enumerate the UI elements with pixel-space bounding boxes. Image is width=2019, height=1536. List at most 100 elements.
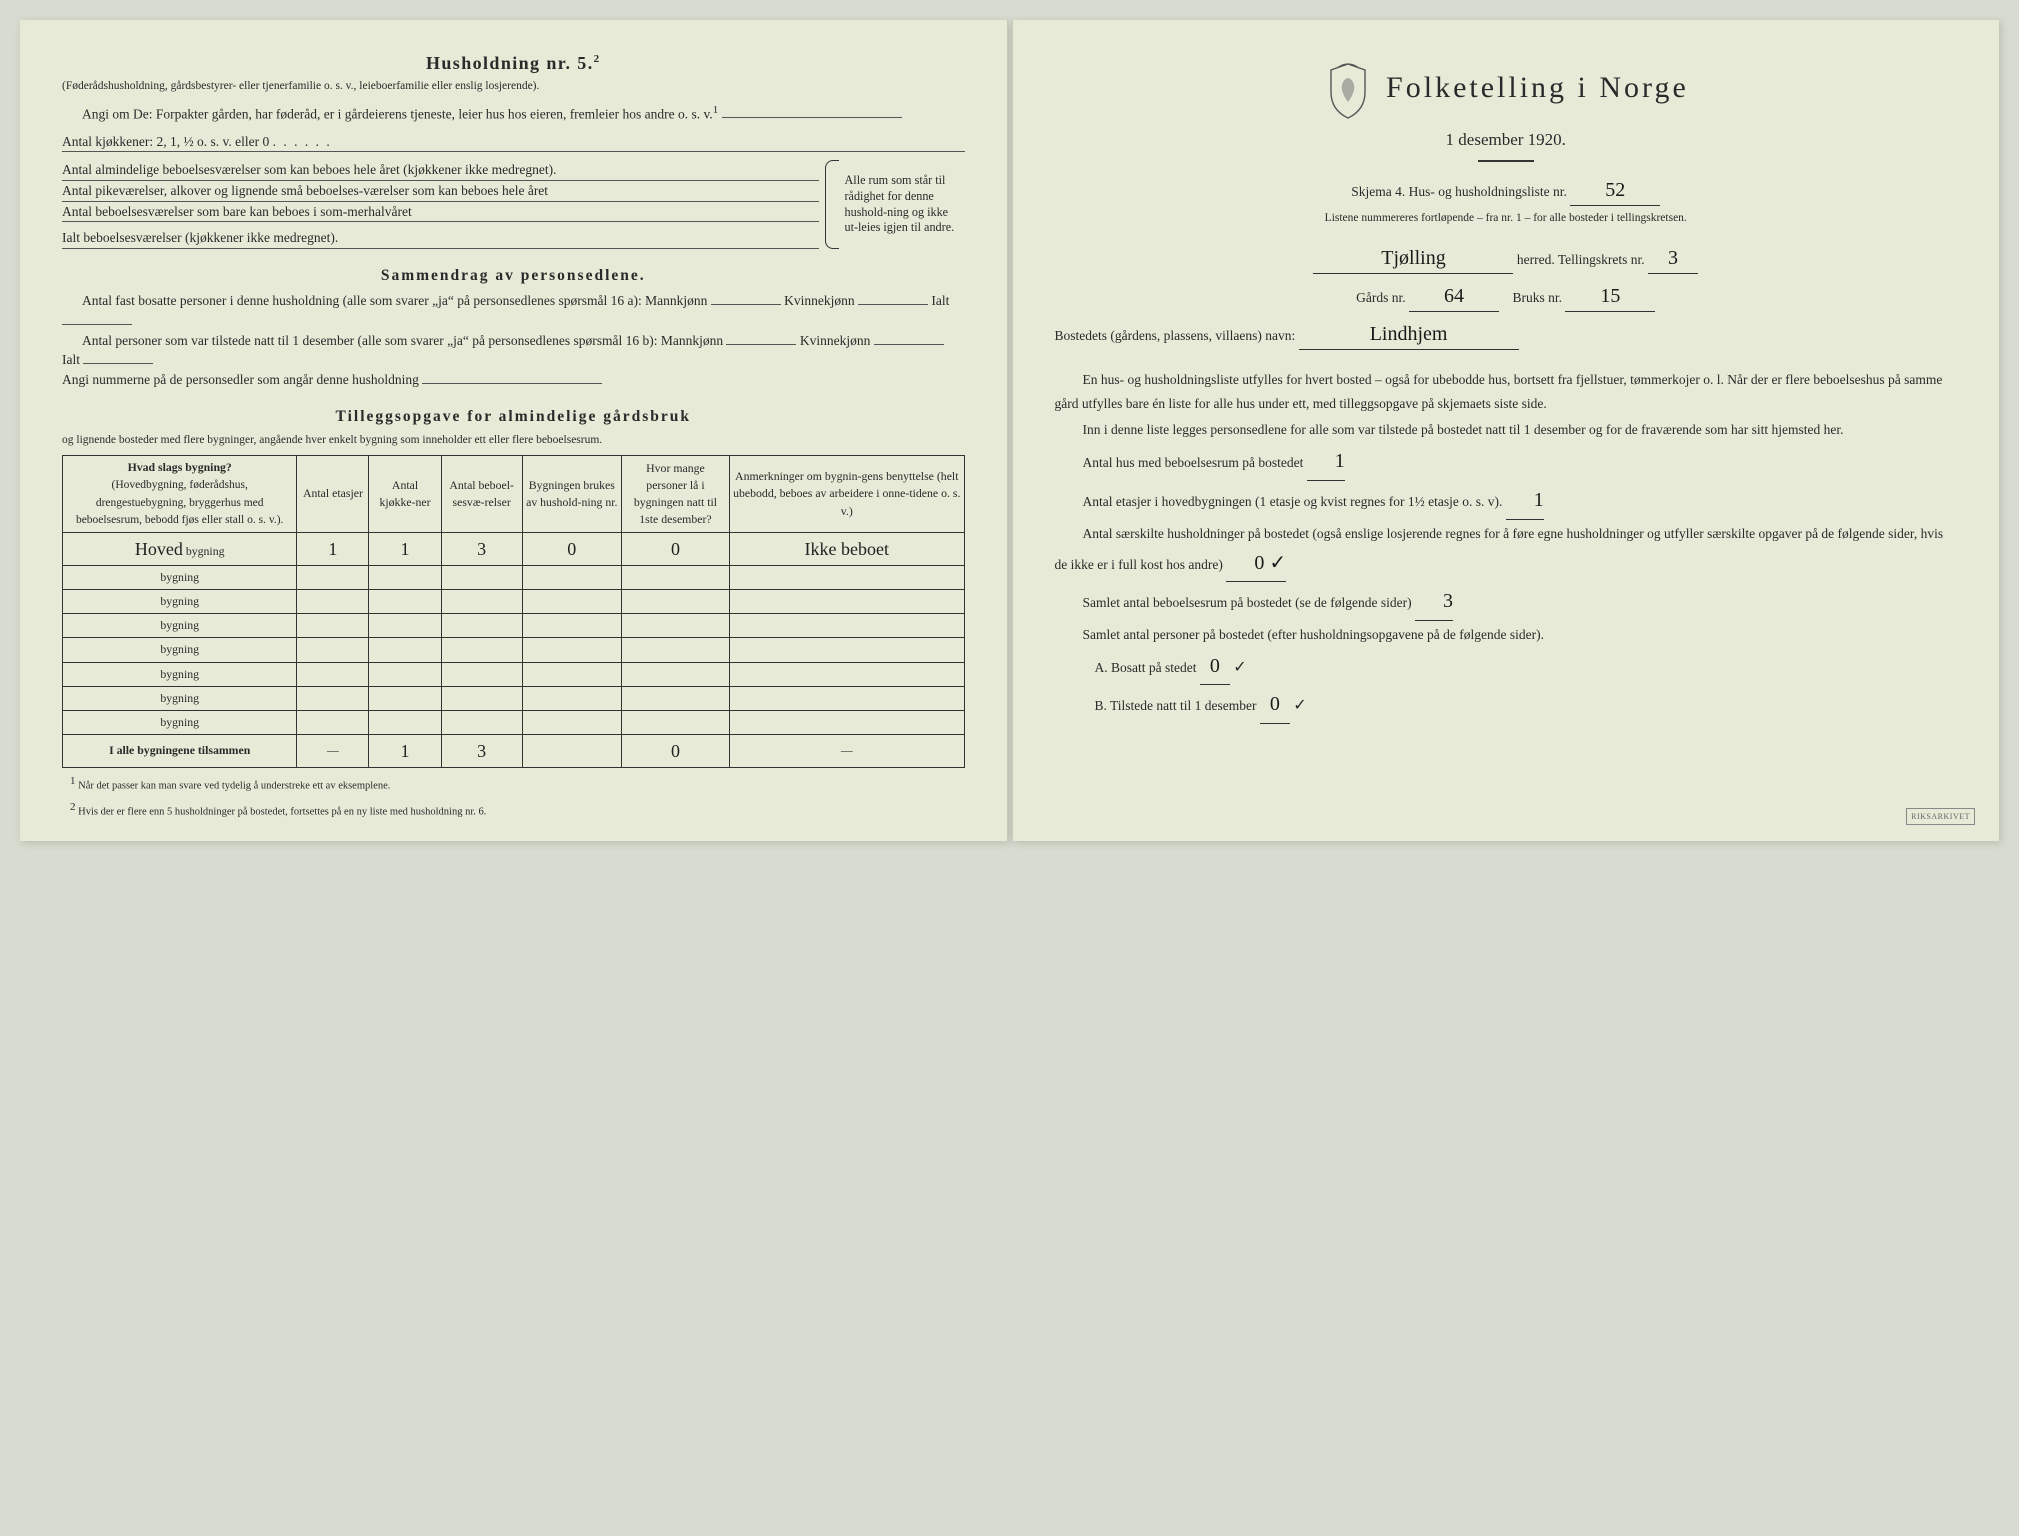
fill-line — [874, 331, 944, 345]
summary-l1b: Kvinnekjønn — [784, 293, 855, 308]
cell-bv: 3 — [441, 533, 522, 566]
rooms-brace-block: Antal almindelige beboelsesværelser som … — [62, 160, 965, 248]
table-row: bygning — [63, 686, 965, 710]
brace-note: Alle rum som står til rådighet for denne… — [845, 160, 965, 248]
gard-line: Gårds nr. 64 Bruks nr. 15 — [1055, 282, 1958, 312]
bosted-line: Bostedets (gårdens, plassens, villaens) … — [1055, 320, 1958, 350]
total-hn — [522, 734, 621, 767]
q1-value: 1 — [1307, 444, 1345, 481]
skjema-label: Skjema 4. Hus- og husholdningsliste nr. — [1351, 184, 1567, 199]
table-total-row: I alle bygningene tilsammen — 1 3 0 — — [63, 734, 965, 767]
bruk-value: 15 — [1565, 282, 1655, 312]
rooms-r1: Antal almindelige beboelsesværelser som … — [62, 160, 819, 181]
summary-line-3: Angi nummerne på de personsedler som ang… — [62, 370, 965, 390]
row-label: bygning — [186, 544, 225, 558]
table-row: bygning — [63, 710, 965, 734]
cell-type: Hoved bygning — [63, 533, 297, 566]
qb-line: B. Tilstede natt til 1 desember 0 ✓ — [1055, 687, 1958, 724]
krets-value: 3 — [1648, 244, 1698, 274]
bosted-value: Lindhjem — [1299, 320, 1519, 350]
supplement-title: Tilleggsopgave for almindelige gårdsbruk — [62, 406, 965, 428]
rooms-r2: Antal pikeværelser, alkover og lignende … — [62, 181, 819, 202]
row-label: bygning — [63, 614, 297, 638]
fill-line — [726, 331, 796, 345]
fill-line — [83, 350, 153, 364]
total-label: I alle bygningene tilsammen — [63, 734, 297, 767]
para-2: Inn i denne liste legges personsedlene f… — [1055, 418, 1958, 442]
th-hushold: Bygningen brukes av hushold-ning nr. — [522, 455, 621, 532]
total-label-text: I alle bygningene tilsammen — [109, 743, 250, 757]
right-body: En hus- og husholdningsliste utfylles fo… — [1055, 368, 1958, 724]
dots — [273, 134, 332, 149]
supplement-sub: og lignende bosteder med flere bygninger… — [62, 432, 965, 449]
th-type-sub: (Hovedbygning, føderådshus, drengestueby… — [76, 479, 284, 526]
table-row: Hoved bygning 1 1 3 0 0 Ikke beboet — [63, 533, 965, 566]
footnote-1: 1 Når det passer kan man svare ved tydel… — [62, 774, 965, 794]
footnote-2: 2 Hvis der er flere enn 5 husholdninger … — [62, 800, 965, 820]
skjema-line: Skjema 4. Hus- og husholdningsliste nr. … — [1055, 176, 1958, 206]
qa-value: 0 — [1200, 649, 1230, 686]
crest-icon — [1323, 62, 1373, 126]
archive-stamp: RIKSARKIVET — [1906, 808, 1975, 826]
summary-line-2: Antal personer som var tilstede natt til… — [62, 331, 965, 370]
summary-l2c: Ialt — [62, 352, 80, 367]
para-1: En hus- og husholdningsliste utfylles fo… — [1055, 368, 1958, 416]
summary-line-1: Antal fast bosatte personer i denne hush… — [62, 291, 965, 330]
fill-line — [722, 104, 902, 118]
kitchens-line-row: Antal kjøkkener: 2, 1, ½ o. s. v. eller … — [62, 132, 965, 153]
census-title: Folketelling i Norge — [1386, 71, 1689, 104]
rooms-lines: Antal almindelige beboelsesværelser som … — [62, 160, 819, 248]
cell-pn: 0 — [621, 533, 729, 566]
herred-line: Tjølling herred. Tellingskrets nr. 3 — [1055, 244, 1958, 274]
household-heading: Husholdning nr. 5.2 — [62, 50, 965, 76]
q3-value: 0 ✓ — [1226, 546, 1286, 583]
heading-sup: 2 — [594, 53, 601, 65]
row-label: bygning — [63, 566, 297, 590]
brace-icon — [825, 160, 839, 248]
th-type-title: Hvad slags bygning? — [128, 460, 232, 474]
q1-label: Antal hus med beboelsesrum på bostedet — [1083, 455, 1304, 470]
th-anm: Anmerkninger om bygnin-gens benyttelse (… — [730, 455, 964, 532]
qa-label: A. Bosatt på stedet — [1095, 660, 1197, 675]
table-row: bygning — [63, 638, 965, 662]
th-bebo: Antal beboel-sesvæ-relser — [441, 455, 522, 532]
summary-l2b: Kvinnekjønn — [800, 333, 871, 348]
th-etasjer: Antal etasjer — [297, 455, 369, 532]
total-bv: 3 — [441, 734, 522, 767]
row-label: bygning — [63, 662, 297, 686]
herred-label: herred. Tellingskrets nr. — [1517, 252, 1645, 267]
right-page: Folketelling i Norge 1 desember 1920. Sk… — [1012, 20, 2000, 841]
qb-label: B. Tilstede natt til 1 desember — [1095, 698, 1257, 713]
foot2-text: Hvis der er flere enn 5 husholdninger på… — [78, 806, 486, 817]
summary-l3: Angi nummerne på de personsedler som ang… — [62, 372, 419, 387]
table-row: bygning — [63, 662, 965, 686]
bruk-label: Bruks nr. — [1512, 290, 1562, 305]
heading-sub2: Angi om De: Forpakter gården, har føderå… — [82, 106, 713, 121]
buildings-table: Hvad slags bygning? (Hovedbygning, føder… — [62, 455, 965, 768]
row-label: bygning — [63, 590, 297, 614]
rooms-r3: Antal beboelsesværelser som bare kan beb… — [62, 202, 819, 223]
fill-line — [711, 291, 781, 305]
cell-kj: 1 — [369, 533, 441, 566]
q2-value: 1 — [1506, 483, 1544, 520]
hw-name: Hoved — [135, 539, 183, 559]
q2-line: Antal etasjer i hovedbygningen (1 etasje… — [1055, 483, 1958, 520]
fill-line — [62, 311, 132, 325]
bosted-label: Bostedets (gårdens, plassens, villaens) … — [1055, 328, 1296, 343]
q1-line: Antal hus med beboelsesrum på bostedet 1 — [1055, 444, 1958, 481]
cell-et: 1 — [297, 533, 369, 566]
fill-line — [422, 370, 602, 384]
fill-line — [858, 291, 928, 305]
th-personer: Hvor mange personer lå i bygningen natt … — [621, 455, 729, 532]
summary-l1c: Ialt — [931, 293, 949, 308]
q5-line: Samlet antal personer på bostedet (efter… — [1055, 623, 1958, 647]
list-note: Listene nummereres fortløpende – fra nr.… — [1055, 210, 1958, 227]
kitchens-line: Antal kjøkkener: 2, 1, ½ o. s. v. eller … — [62, 134, 269, 149]
th-kjokken: Antal kjøkke-ner — [369, 455, 441, 532]
check-icon: ✓ — [1293, 697, 1306, 714]
qb-value: 0 — [1260, 687, 1290, 724]
q2-label: Antal etasjer i hovedbygningen (1 etasje… — [1083, 494, 1503, 509]
summary-title: Sammendrag av personsedlene. — [62, 265, 965, 287]
summary-l1a: Antal fast bosatte personer i denne hush… — [82, 293, 707, 308]
heading-sub1: (Føderådshusholdning, gårdsbestyrer- ell… — [62, 78, 965, 95]
